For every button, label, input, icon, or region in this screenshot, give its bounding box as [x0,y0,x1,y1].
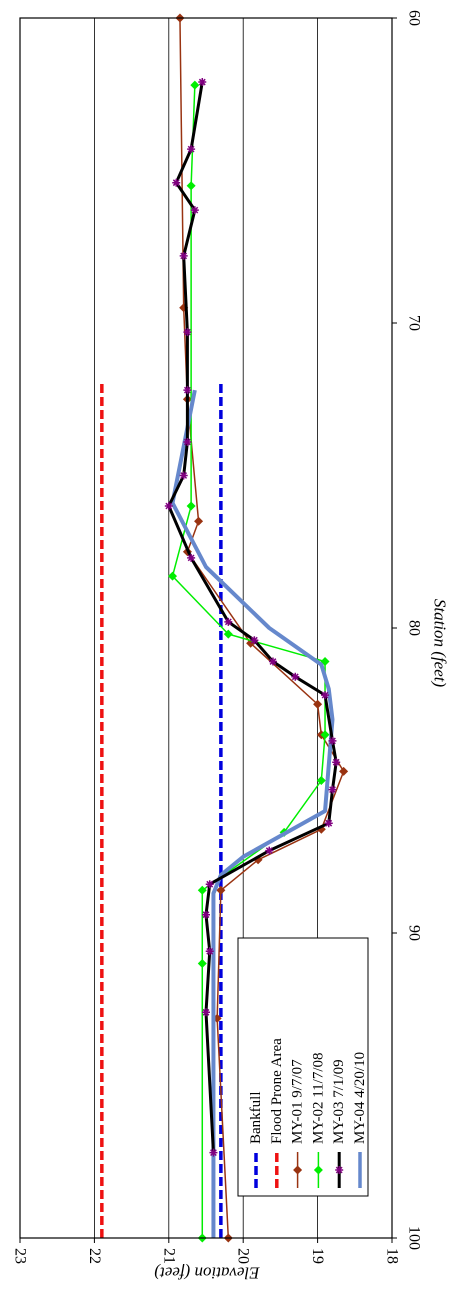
series-marker [190,206,199,215]
series-marker [202,910,210,919]
series-marker [202,1008,210,1017]
series-marker [316,776,326,785]
series-marker [209,1148,218,1157]
x-tick-label: 70 [406,315,423,331]
legend-label: MY-01 9/7/07 [290,1059,306,1144]
series-marker [183,437,192,446]
series-marker [328,736,337,745]
y-tick-label: 22 [86,1248,103,1264]
legend-label: MY-02 11/7/08 [310,1052,326,1144]
series-marker [197,885,207,895]
series-marker [183,328,192,337]
legend-label: MY-03 7/1/09 [331,1059,347,1144]
series-marker [313,699,323,709]
series-marker [187,145,196,154]
series-marker [265,846,274,855]
series-marker [216,885,226,895]
y-axis-title: Elevation (feet) [154,1264,261,1283]
series-marker [320,730,330,740]
legend-item: Bankfull [248,1092,264,1188]
series-my-03-7-1-09 [164,78,341,1157]
legend-label: Flood Prone Area [269,1038,285,1144]
series-marker [187,553,196,562]
series-marker [183,386,192,395]
legend-item: MY-03 7/1/09 [331,1059,347,1188]
series-marker [339,766,349,776]
series-group [100,13,349,1243]
legend: Bankfull Flood Prone Area MY-01 9/7/07 MY-0… [237,937,369,1197]
series-marker [293,1165,303,1175]
series-marker [328,785,337,794]
series-marker [313,1165,323,1175]
legend-item: MY-02 11/7/08 [310,1052,326,1188]
series-line [167,81,338,1153]
series-marker [224,617,233,626]
series-marker [168,571,178,581]
series-marker [172,178,181,187]
series-marker [179,471,188,480]
series-marker [250,636,259,645]
x-tick-label: 80 [406,620,423,636]
legend-item: MY-04 4/20/10 [352,1052,368,1188]
series-marker [291,672,300,681]
series-marker [205,880,214,889]
x-tick-label: 60 [406,10,423,26]
series-marker [223,629,233,639]
x-tick-label: 90 [406,925,423,941]
series-marker [197,959,207,968]
legend-label: Bankfull [248,1092,264,1145]
y-tick-label: 20 [235,1248,252,1264]
x-axis-title: Station (feet) [431,599,450,688]
series-marker [321,691,330,700]
series-marker [194,516,204,526]
series-marker [164,502,173,510]
legend-item: MY-01 9/7/07 [290,1059,306,1188]
y-tick-label: 18 [384,1248,401,1264]
y-tick-label: 23 [12,1248,29,1264]
series-marker [179,251,188,260]
legend-item: Flood Prone Area [269,1038,285,1188]
series-marker [198,78,207,87]
legend-box [237,937,369,1197]
series-marker [268,657,277,666]
tick-labels: 18 19 20 21 22 23 60 70 80 90 100 [12,10,423,1264]
y-tick-label: 19 [309,1248,326,1264]
series-marker [335,1166,344,1174]
series-marker [324,819,333,828]
series-marker [205,947,214,956]
series-marker [190,80,200,90]
series-marker [186,501,196,511]
series-marker [186,181,196,191]
y-tick-label: 21 [160,1248,177,1264]
series-marker [332,758,341,767]
legend-label: MY-04 4/20/10 [352,1052,368,1144]
x-tick-label: 100 [406,1226,423,1250]
